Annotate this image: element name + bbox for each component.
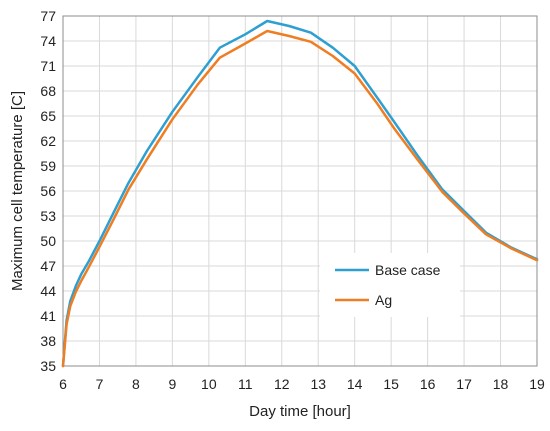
series-line-1 <box>61 19 539 368</box>
series-lines <box>61 19 539 368</box>
y-tick-labels: 35 38 41 44 47 50 53 56 59 62 65 68 71 74 77 <box>40 8 56 374</box>
x-tick-label: 17 <box>456 376 472 392</box>
grid-lines <box>63 16 537 366</box>
legend-item: Base case <box>335 262 441 278</box>
y-tick-label: 71 <box>40 58 56 74</box>
x-tick-label: 16 <box>420 376 436 392</box>
y-tick-label: 44 <box>40 283 56 299</box>
x-tick-label: 8 <box>132 376 140 392</box>
y-tick-label: 65 <box>40 108 56 124</box>
y-tick-label: 47 <box>40 258 56 274</box>
legend-items: Base case Ag <box>335 262 441 308</box>
y-tick-label: 74 <box>40 33 56 49</box>
plot-area-frame <box>62 15 538 367</box>
x-tick-labels: 6 7 8 9 10 11 12 13 14 15 16 17 18 19 <box>59 376 545 392</box>
x-tick-label: 6 <box>59 376 67 392</box>
x-tick-label: 12 <box>274 376 290 392</box>
legend: Base case Ag <box>320 253 460 317</box>
x-axis-title: Day time [hour] <box>249 403 351 420</box>
y-tick-label: 50 <box>40 233 56 249</box>
series-line-2 <box>61 29 539 368</box>
y-axis-title: Maximum cell temperature [C] <box>9 91 26 291</box>
x-tick-label: 14 <box>347 376 363 392</box>
x-tick-label: 19 <box>529 376 545 392</box>
legend-label: Ag <box>375 292 392 308</box>
y-tick-label: 35 <box>40 358 56 374</box>
x-tick-label: 18 <box>493 376 509 392</box>
legend-box <box>320 253 460 317</box>
x-tick-label: 7 <box>96 376 104 392</box>
y-tick-label: 59 <box>40 158 56 174</box>
legend-label: Base case <box>375 262 441 278</box>
x-tick-label: 9 <box>168 376 176 392</box>
y-tick-label: 41 <box>40 308 56 324</box>
y-tick-label: 68 <box>40 83 56 99</box>
y-tick-label: 62 <box>40 133 56 149</box>
y-tick-label: 56 <box>40 183 56 199</box>
y-tick-label: 53 <box>40 208 56 224</box>
y-tick-label: 38 <box>40 333 56 349</box>
x-tick-label: 15 <box>383 376 399 392</box>
x-tick-label: 10 <box>201 376 217 392</box>
y-tick-label: 77 <box>40 8 56 24</box>
x-tick-label: 13 <box>310 376 326 392</box>
x-tick-label: 11 <box>238 376 253 392</box>
legend-item: Ag <box>335 292 392 308</box>
